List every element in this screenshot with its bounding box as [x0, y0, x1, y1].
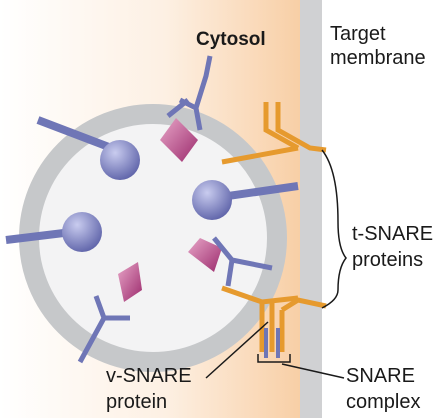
v-snare-leader: [205, 321, 269, 379]
cargo-receptor-middle: [188, 236, 273, 287]
cargo-receptor-top: [160, 55, 213, 162]
t-snare-label-line1: t-SNARE: [352, 223, 434, 245]
target-membrane-label-line1: Target: [330, 23, 386, 45]
t-snare-brace: [321, 149, 347, 309]
cargo-free: [118, 262, 142, 302]
snare-complex-leader: [281, 363, 345, 379]
target-membrane-label-line2: membrane: [330, 47, 426, 69]
receptor-3: [192, 180, 299, 220]
snare-complex-bottom: [221, 285, 327, 363]
cytosol-label: Cytosol: [196, 29, 266, 50]
target-membrane: [300, 0, 322, 418]
receptor-y-bottom: [77, 295, 130, 364]
t-snare-top: [221, 102, 327, 165]
v-snare-label-line1: v-SNARE: [106, 365, 192, 387]
snare-complex-label-line2: complex: [346, 391, 421, 413]
snare-complex-label-line1: SNARE: [346, 365, 415, 387]
t-snare-label-line2: proteins: [352, 249, 424, 271]
receptor-2: [5, 212, 102, 252]
receptor-1: [36, 116, 140, 180]
extracellular-region: [322, 0, 444, 418]
v-snare-label-line2: protein: [106, 391, 168, 413]
